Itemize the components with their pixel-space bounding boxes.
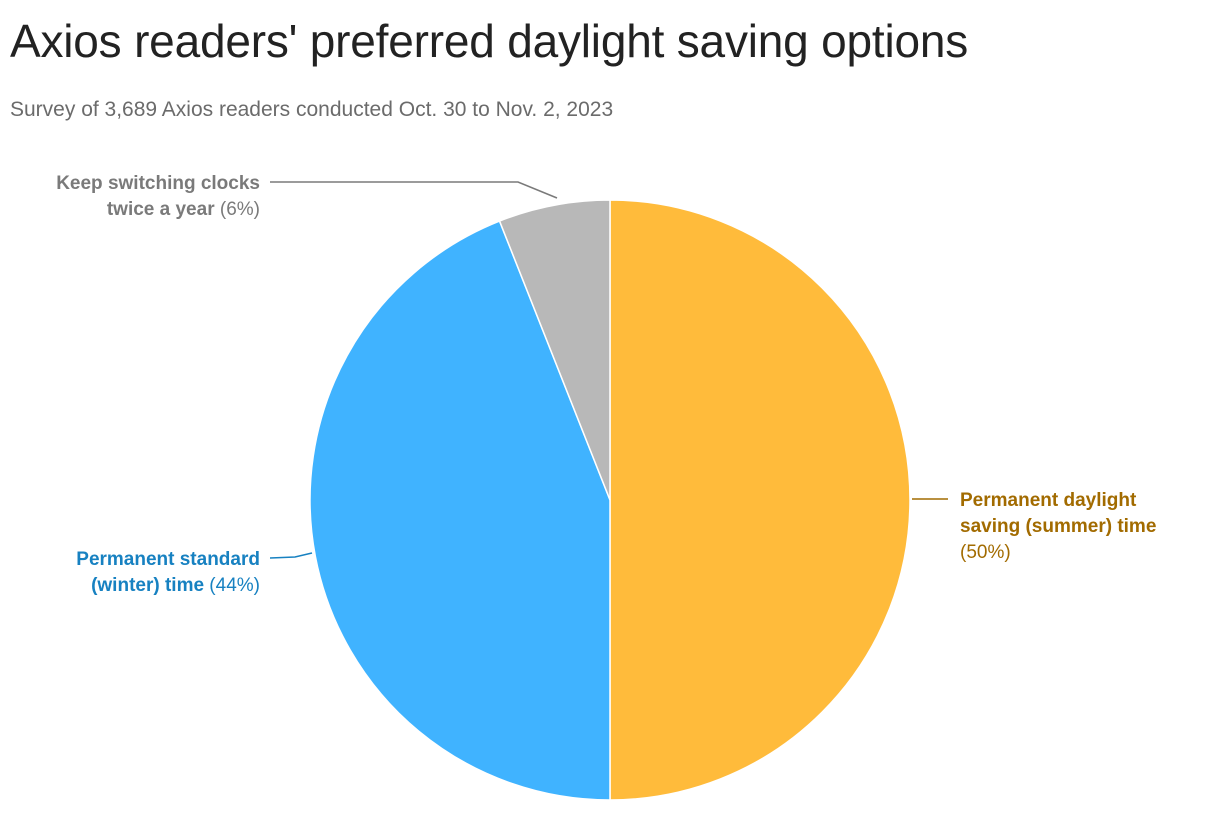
chart-subtitle: Survey of 3,689 Axios readers conducted … (10, 98, 614, 121)
chart-title: Axios readers' preferred daylight saving… (10, 15, 969, 67)
slice-percent-summer: (50%) (960, 542, 1011, 563)
slice-percent-switch: (6%) (215, 199, 260, 220)
pie-slice-winter (309, 220, 611, 801)
slice-label-line: Keep switching clocks (56, 173, 260, 194)
slice-label-switch: Keep switching clocks twice a year (6%) (56, 173, 260, 220)
pie-slice-summer (609, 199, 911, 801)
slice-label-line: (winter) time (91, 575, 204, 596)
pie-slice-switch (498, 199, 611, 501)
slice-label-line: twice a year (107, 199, 215, 220)
slice-label-line: saving (summer) time (960, 516, 1156, 537)
leader-line-winter (269, 552, 313, 559)
leader-line-switch (270, 181, 558, 199)
slice-label-winter: Permanent standard (winter) time (44%) (76, 549, 260, 596)
slice-label-line: Permanent daylight (960, 490, 1137, 511)
pie-labels: Permanent daylight saving (summer) time (5… (56, 173, 1156, 596)
slice-label-summer: Permanent daylight saving (summer) time (5… (960, 490, 1156, 563)
slice-label-line: Permanent standard (76, 549, 260, 570)
slice-percent-winter: (44%) (204, 575, 260, 596)
pie-slices (309, 199, 911, 801)
